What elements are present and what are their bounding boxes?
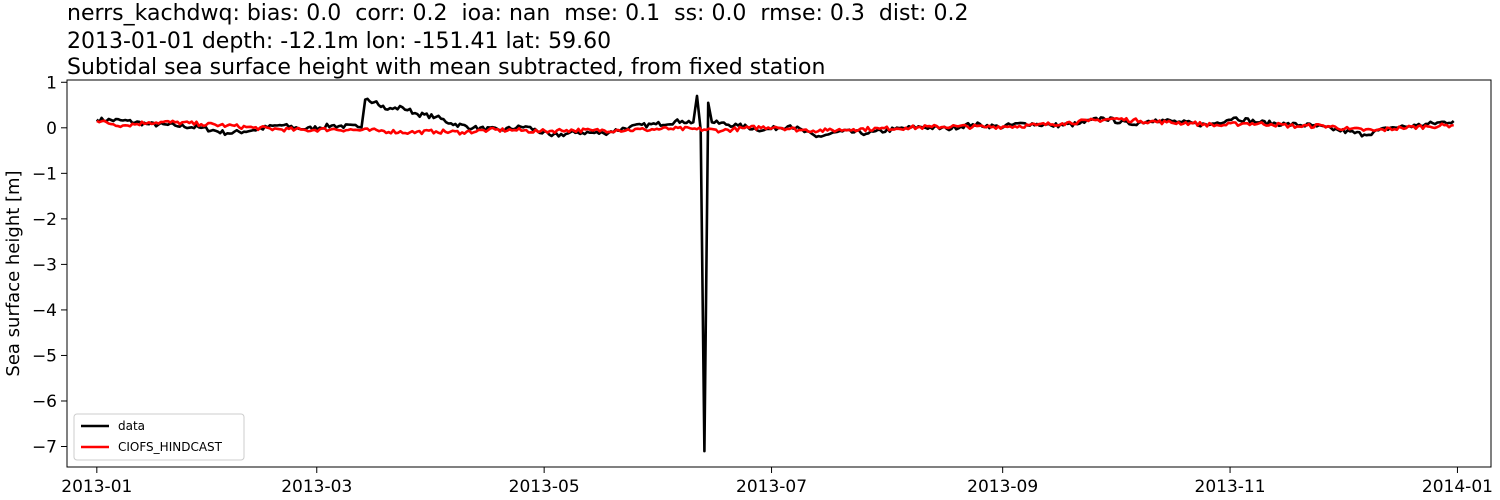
series-line-data (95, 94, 1455, 453)
y-tick-label: −4 (32, 301, 57, 321)
chart-title-line-2: 2013-01-01 depth: -12.1m lon: -151.41 la… (67, 29, 612, 54)
y-tick-label: −2 (32, 210, 57, 230)
x-tick-label: 2013-11 (1195, 477, 1266, 497)
x-tick-label: 2013-07 (736, 477, 807, 497)
y-tick-label: 1 (46, 73, 57, 93)
chart-title-line-3: Subtidal sea surface height with mean su… (67, 55, 826, 80)
x-tick-label: 2014-01 (1422, 477, 1493, 497)
y-tick-label: 0 (46, 119, 57, 139)
legend-box (73, 413, 245, 461)
x-tick-label: 2013-09 (967, 477, 1038, 497)
y-axis: 1 0 −1 −2 −3 −4 −5 −6 −7 (32, 73, 67, 458)
x-tick-label: 2013-03 (281, 477, 352, 497)
x-axis: 2013-01 2013-03 2013-05 2013-07 2013-09 2013-… (61, 467, 1493, 497)
y-tick-label: −3 (32, 255, 57, 275)
legend-label: data (118, 419, 145, 433)
chart-title-line-1: nerrs_kachdwq: bias: 0.0 corr: 0.2 ioa: … (67, 1, 969, 26)
series-line-ciofs-hindcast (96, 117, 1454, 136)
legend-label: CIOFS_HINDCAST (118, 440, 223, 454)
y-tick-label: −7 (32, 438, 57, 458)
y-axis-label: Sea surface height [m] (3, 170, 24, 376)
y-tick-label: −6 (32, 392, 57, 412)
x-tick-label: 2013-05 (509, 477, 580, 497)
x-tick-label: 2013-01 (61, 477, 132, 497)
plot-area (95, 94, 1455, 453)
axes-frame (66, 79, 1492, 468)
legend: data CIOFS_HINDCAST (73, 413, 245, 461)
y-tick-label: −5 (32, 346, 57, 366)
y-tick-label: −1 (32, 164, 57, 184)
